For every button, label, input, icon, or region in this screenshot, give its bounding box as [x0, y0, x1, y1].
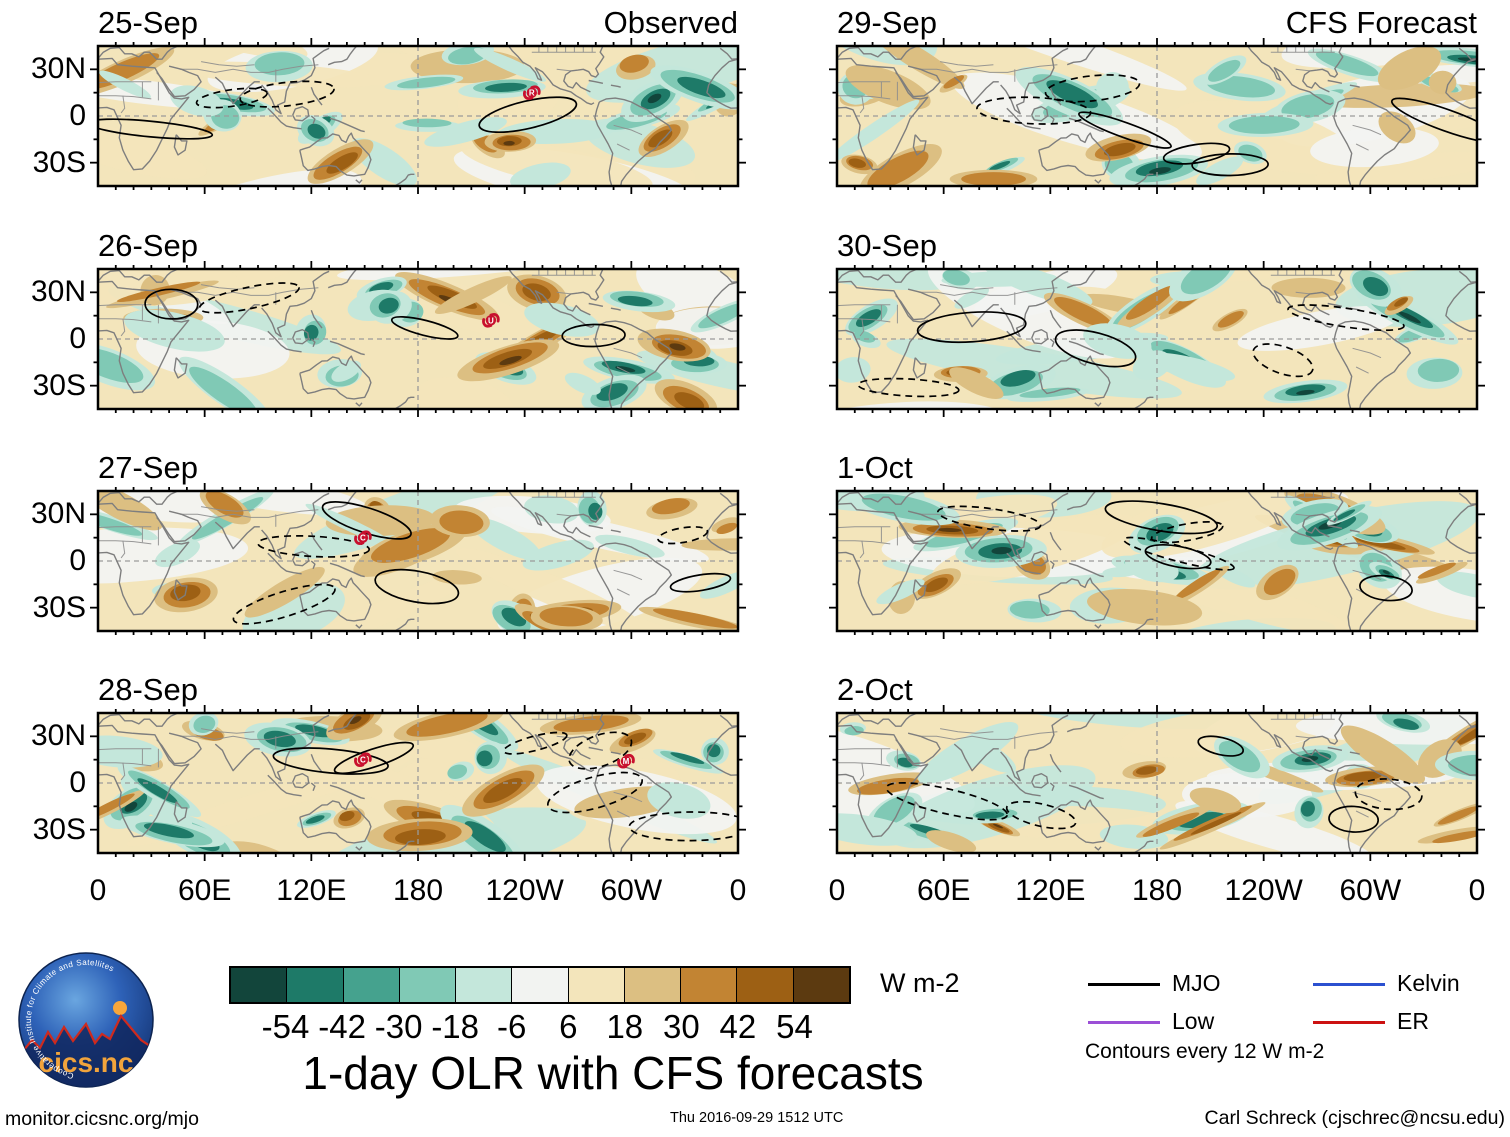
x-tick-label: 60E: [177, 874, 232, 907]
olr-map-25-Sep: R: [90, 38, 746, 194]
x-tick-label: 0: [729, 874, 747, 907]
colorbar-tick-label: 30: [663, 1008, 700, 1045]
legend-label-kelvin: Kelvin: [1397, 970, 1460, 997]
colorbar-cell: [680, 968, 737, 1002]
olr-map-27-Sep: C: [90, 483, 746, 639]
x-tick-label: 60W: [1339, 874, 1402, 907]
svg-text:U: U: [488, 316, 494, 325]
svg-text:R: R: [529, 89, 535, 98]
olr-map-30-Sep: [829, 261, 1485, 417]
logo-sun-icon: [113, 1001, 127, 1015]
olr-map-2-Oct: [829, 705, 1485, 861]
footer-url: monitor.cicsnc.org/mjo: [5, 1108, 199, 1130]
contour-interval-note: Contours every 12 W m-2: [1085, 1040, 1325, 1063]
logo-mountain-ridge-icon: [19, 1013, 153, 1057]
panel-date-label: 28-Sep: [98, 672, 198, 707]
panel-date-label: 26-Sep: [98, 228, 198, 263]
colorbar-unit-label: W m-2: [880, 968, 960, 998]
column-header-label: CFS Forecast: [1285, 5, 1477, 40]
olr-map-29-Sep: [829, 38, 1485, 194]
colorbar-tick-label: 6: [559, 1008, 578, 1045]
figure-title: 1-day OLR with CFS forecasts: [302, 1047, 924, 1099]
x-tick-label: 0: [89, 874, 107, 907]
colorbar-tick-label: 18: [606, 1008, 644, 1045]
legend-label-er: ER: [1397, 1008, 1429, 1035]
tropical-cyclone-icon: C: [354, 530, 372, 545]
legend-line-mjo: [1088, 983, 1160, 986]
colorbar-cell: [398, 968, 456, 1002]
logo-name: cics.nc: [39, 1047, 134, 1078]
panel-date-label: 25-Sep: [98, 5, 198, 40]
panel-date-label: 30-Sep: [837, 228, 937, 263]
y-tick-label: 30N: [30, 52, 86, 86]
y-tick-label: 30S: [32, 812, 86, 846]
colorbar-cell: [342, 968, 399, 1002]
colorbar-tick-label: -18: [431, 1008, 480, 1045]
footer-credit: Carl Schreck (cjschrec@ncsu.edu): [1204, 1107, 1505, 1129]
x-tick-label: 120W: [485, 874, 564, 907]
y-tick-label: 30S: [32, 368, 86, 402]
panel-date-label: 27-Sep: [98, 450, 198, 485]
y-tick-label: 30S: [32, 145, 86, 179]
tropical-cyclone-icon: M: [617, 753, 635, 769]
panel-date-label: 1-Oct: [837, 450, 913, 485]
legend-line-er: [1313, 1021, 1385, 1024]
x-tick-label: 0: [1468, 874, 1486, 907]
colorbar-cell: [736, 968, 793, 1002]
colorbar-tick-label: -54: [261, 1008, 310, 1045]
y-tick-label: 30S: [32, 590, 86, 624]
legend-line-kelvin: [1313, 983, 1385, 986]
column-header-label: Observed: [603, 5, 738, 40]
svg-text:M: M: [623, 757, 630, 766]
colorbar-cell: [623, 968, 681, 1002]
colorbar-tick-label: -6: [497, 1008, 527, 1045]
footer-timestamp: Thu 2016-09-29 1512 UTC: [670, 1110, 844, 1126]
legend-label-mjo: MJO: [1172, 970, 1221, 997]
legend-label-low: Low: [1172, 1008, 1215, 1035]
x-tick-label: 60E: [916, 874, 971, 907]
x-tick-label: 60W: [600, 874, 663, 907]
y-tick-label: 30N: [30, 719, 86, 753]
colorbar-tick-label: -30: [374, 1008, 423, 1045]
svg-text:C: C: [360, 534, 366, 543]
colorbar: [229, 966, 851, 1004]
y-tick-label: 30N: [30, 275, 86, 309]
tropical-cyclone-icon: U: [482, 313, 500, 328]
y-tick-label: 0: [69, 322, 86, 355]
legend-line-low: [1088, 1021, 1160, 1024]
x-tick-label: 0: [828, 874, 846, 907]
colorbar-tick-label: -42: [318, 1008, 366, 1045]
tropical-cyclone-icon: C: [354, 752, 372, 767]
y-tick-label: 30N: [30, 497, 86, 531]
colorbar-tick-label: 42: [719, 1008, 757, 1045]
x-tick-label: 120E: [1015, 874, 1086, 907]
panel-date-label: 2-Oct: [837, 672, 913, 707]
y-tick-label: 0: [69, 99, 86, 132]
olr-map-1-Oct: [829, 483, 1485, 639]
svg-text:C: C: [360, 756, 366, 765]
colorbar-cell: [286, 968, 343, 1002]
colorbar-cell: [455, 968, 512, 1002]
panel-date-label: 29-Sep: [837, 5, 937, 40]
y-tick-label: 0: [69, 766, 86, 799]
x-tick-label: 120W: [1224, 874, 1303, 907]
x-tick-label: 180: [392, 874, 444, 907]
colorbar-cell: [231, 968, 287, 1002]
colorbar-cell: [511, 968, 568, 1002]
olr-map-26-Sep: U: [90, 261, 746, 417]
colorbar-tick-label: 54: [776, 1008, 813, 1045]
colorbar-cell: [792, 968, 849, 1002]
x-tick-label: 120E: [276, 874, 347, 907]
colorbar-cell: [567, 968, 624, 1002]
x-tick-label: 180: [1131, 874, 1183, 907]
y-tick-label: 0: [69, 544, 86, 577]
tropical-cyclone-icon: R: [523, 85, 541, 100]
cicsnc-logo: cics.nc Cooperative Institute for Climat…: [18, 952, 154, 1088]
